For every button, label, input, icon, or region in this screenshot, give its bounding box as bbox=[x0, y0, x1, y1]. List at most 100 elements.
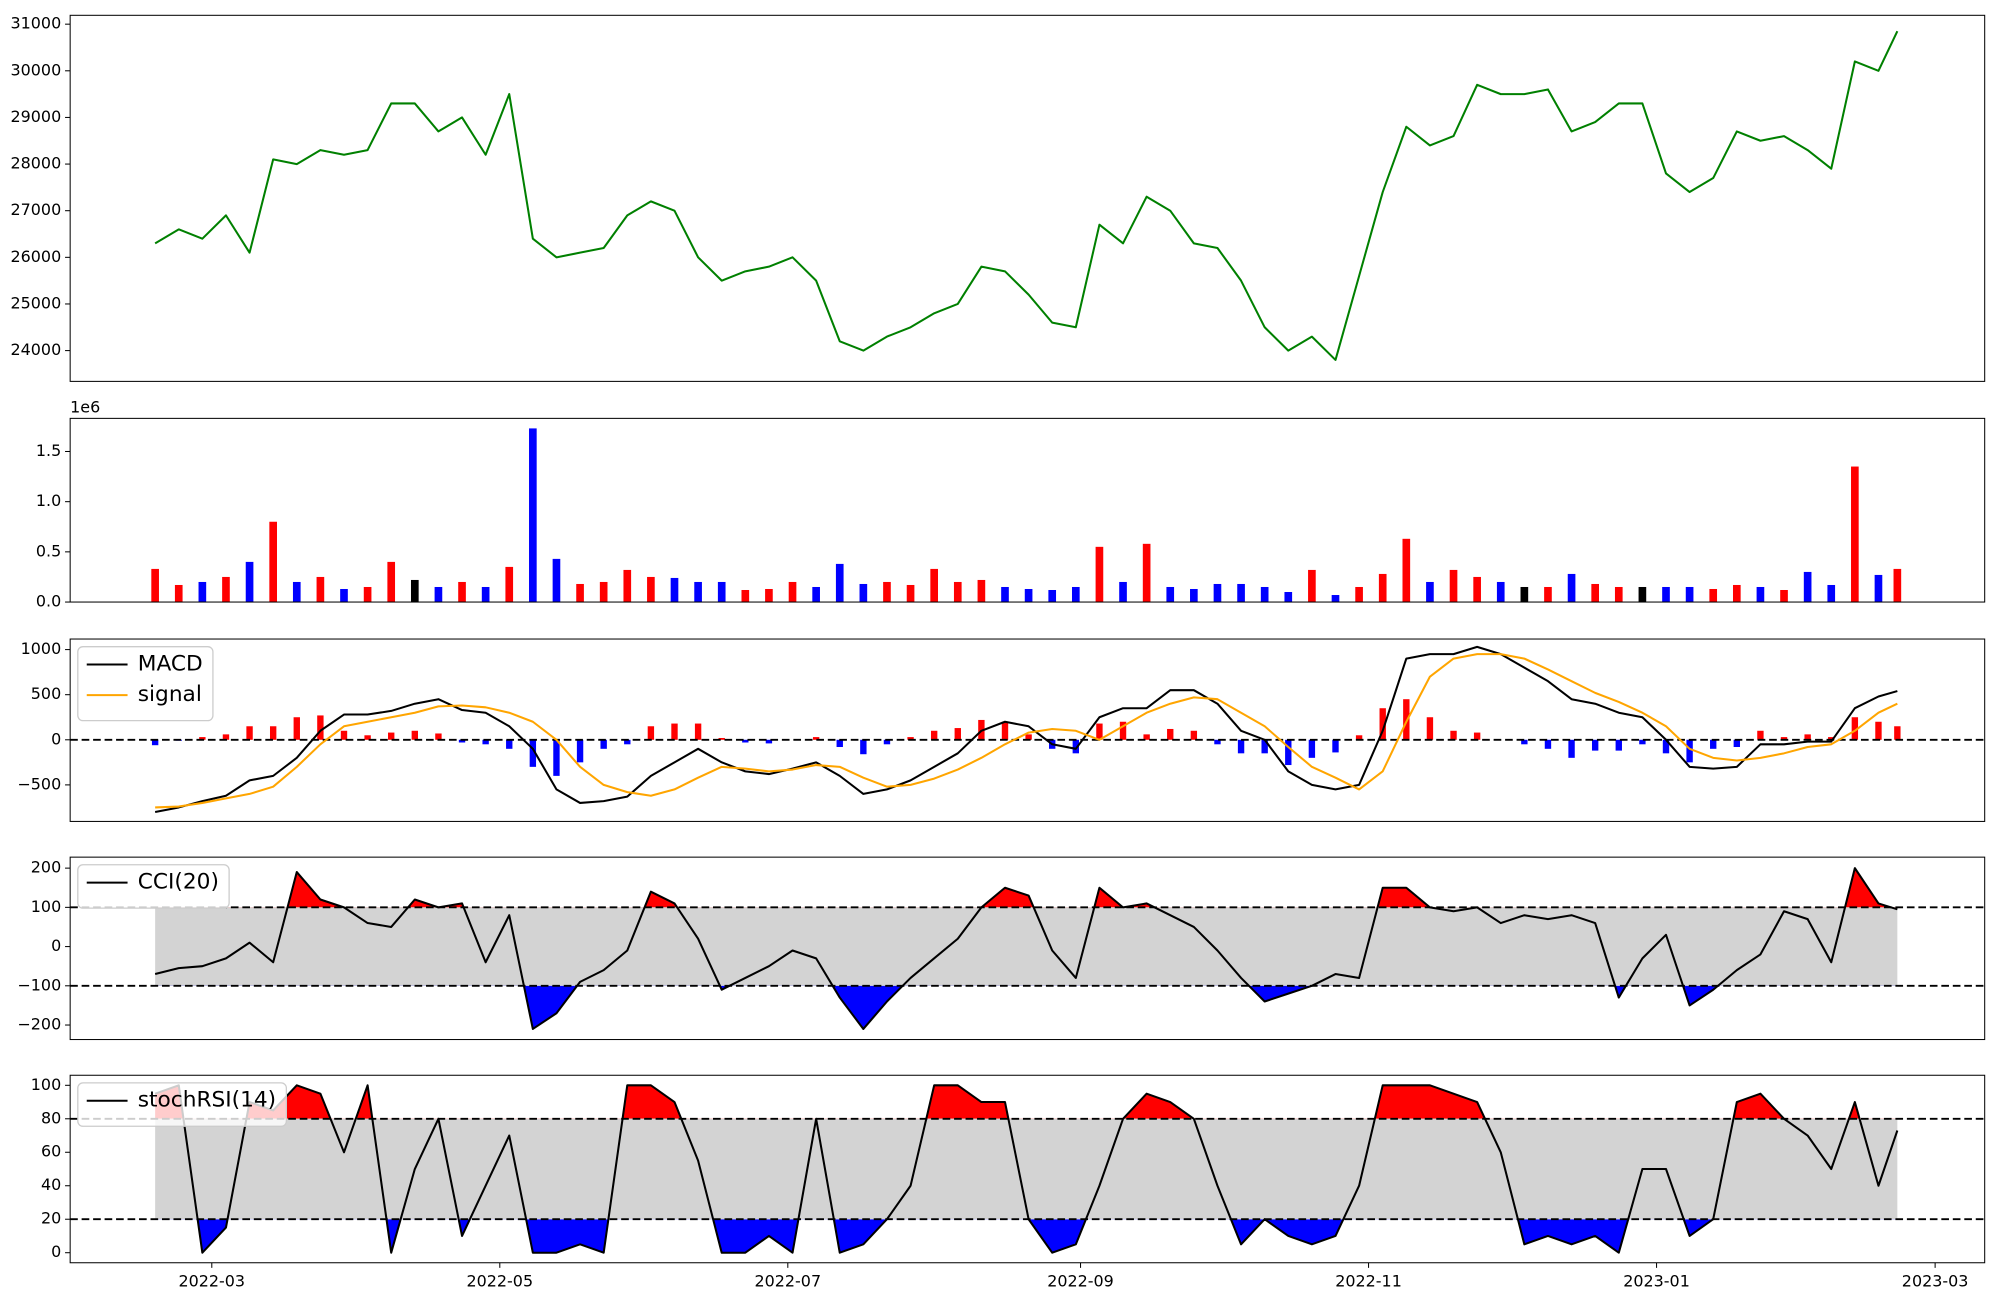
volume-bar bbox=[812, 586, 820, 603]
histogram-bar bbox=[553, 739, 560, 776]
volume-bar bbox=[1119, 581, 1127, 603]
volume-bar bbox=[1190, 588, 1198, 603]
volume-bar bbox=[1142, 543, 1151, 603]
histogram-bar bbox=[1544, 739, 1552, 749]
volume-bar bbox=[623, 569, 632, 603]
histogram-bar bbox=[506, 739, 513, 749]
histogram-bar bbox=[1450, 730, 1457, 740]
histogram-bar bbox=[1662, 739, 1670, 754]
y-tick-label: 200 bbox=[31, 858, 61, 877]
histogram-bar bbox=[482, 739, 489, 745]
panel: −200 −100 0 100 200 CCI(20) bbox=[17, 856, 1986, 1041]
y-tick-label: 26000 bbox=[11, 247, 62, 266]
volume-bar bbox=[1308, 569, 1316, 603]
volume-bar bbox=[1001, 586, 1009, 603]
histogram-bar bbox=[458, 739, 466, 743]
histogram-bar bbox=[576, 739, 584, 763]
histogram-bar bbox=[812, 737, 820, 740]
histogram-bar bbox=[1214, 739, 1221, 745]
volume-bar bbox=[174, 584, 183, 603]
volume-bar bbox=[1544, 586, 1552, 603]
histogram-bar bbox=[435, 733, 442, 740]
histogram-bar bbox=[222, 734, 230, 740]
histogram-bar bbox=[860, 739, 867, 755]
volume-bar bbox=[458, 581, 466, 603]
volume-bar bbox=[930, 568, 939, 603]
volume-bar bbox=[222, 576, 230, 603]
histogram-bar bbox=[1828, 737, 1835, 740]
volume-bar bbox=[883, 581, 891, 603]
volume-bar bbox=[1803, 571, 1812, 603]
histogram-bar bbox=[930, 730, 938, 740]
y-tick-label: 80 bbox=[41, 1108, 61, 1127]
y-tick-label: 25000 bbox=[11, 293, 62, 312]
histogram-bar bbox=[1025, 734, 1032, 740]
volume-bar bbox=[788, 581, 797, 603]
histogram-bar bbox=[1072, 739, 1080, 754]
legend-label: signal bbox=[138, 682, 202, 707]
volume-bar bbox=[1591, 583, 1600, 603]
histogram-bar bbox=[388, 732, 395, 740]
plot-frame bbox=[69, 14, 1986, 382]
volume-bar bbox=[434, 586, 443, 603]
y-tick-label: 60 bbox=[41, 1142, 61, 1161]
volume-bar bbox=[1048, 589, 1057, 603]
series-line bbox=[154, 1084, 1899, 1254]
y-tick-label: 24000 bbox=[11, 340, 62, 359]
x-tick-label: 2023-01 bbox=[1623, 1271, 1690, 1290]
histogram-bar bbox=[1521, 739, 1528, 745]
histogram-bar bbox=[1096, 723, 1103, 740]
histogram-bar bbox=[1143, 734, 1150, 740]
y-tick-label: 1.0 bbox=[36, 491, 61, 510]
histogram-bar bbox=[1780, 737, 1788, 740]
volume-bar bbox=[1685, 586, 1694, 603]
volume-bar bbox=[835, 563, 844, 603]
histogram-bar bbox=[246, 726, 253, 740]
volume-bar bbox=[906, 584, 915, 603]
volume-bar bbox=[1893, 568, 1902, 603]
histogram-bar bbox=[1379, 708, 1386, 740]
panel: 0 20 40 60 80 100 2022-03 2022-05 2022-07 2022-09… bbox=[31, 1074, 1986, 1290]
y-tick-label: 28000 bbox=[11, 154, 62, 173]
histogram-bar bbox=[718, 737, 725, 740]
histogram-bar bbox=[1190, 730, 1198, 740]
legend: MACD signal bbox=[77, 646, 214, 722]
plot-frame bbox=[69, 638, 1986, 822]
volume-bar bbox=[245, 561, 254, 603]
volume-bar bbox=[1709, 588, 1718, 603]
histogram-bar bbox=[293, 717, 300, 740]
x-tick-label: 2022-05 bbox=[467, 1271, 534, 1290]
volume-bar bbox=[1071, 586, 1080, 603]
volume-bar bbox=[505, 566, 514, 603]
histogram-bar bbox=[1757, 730, 1764, 740]
axis-offset-label: 1e6 bbox=[70, 398, 100, 417]
legend-label: CCI(20) bbox=[138, 870, 219, 895]
volume-bar bbox=[599, 581, 608, 603]
histogram-bar bbox=[671, 723, 678, 740]
y-tick-label: 1.5 bbox=[36, 441, 61, 460]
y-tick-label: 100 bbox=[31, 1075, 61, 1094]
histogram-bar bbox=[1591, 739, 1599, 751]
histogram-bar bbox=[1001, 721, 1009, 740]
histogram-bar bbox=[765, 739, 773, 744]
volume-bar bbox=[765, 588, 773, 603]
volume-bar bbox=[694, 581, 702, 603]
histogram-bar bbox=[1875, 721, 1882, 740]
volume-bar bbox=[363, 586, 372, 603]
histogram-bar bbox=[1332, 739, 1339, 753]
histogram-bar bbox=[742, 739, 749, 743]
volume-bar bbox=[576, 583, 584, 603]
series-line bbox=[154, 867, 1898, 1030]
volume-bar bbox=[529, 428, 537, 603]
volume-bar bbox=[1874, 574, 1883, 603]
legend-box bbox=[77, 1082, 288, 1127]
histogram-bar bbox=[1686, 739, 1693, 763]
histogram-bar bbox=[1639, 739, 1646, 745]
panel: −500 0 500 1000 MACD signal bbox=[17, 638, 1986, 822]
histogram-bar bbox=[340, 730, 348, 740]
series-line bbox=[154, 30, 1899, 361]
histogram-bar bbox=[836, 739, 843, 748]
y-tick-label: 0 bbox=[51, 729, 61, 748]
volume-bar bbox=[1638, 586, 1647, 603]
